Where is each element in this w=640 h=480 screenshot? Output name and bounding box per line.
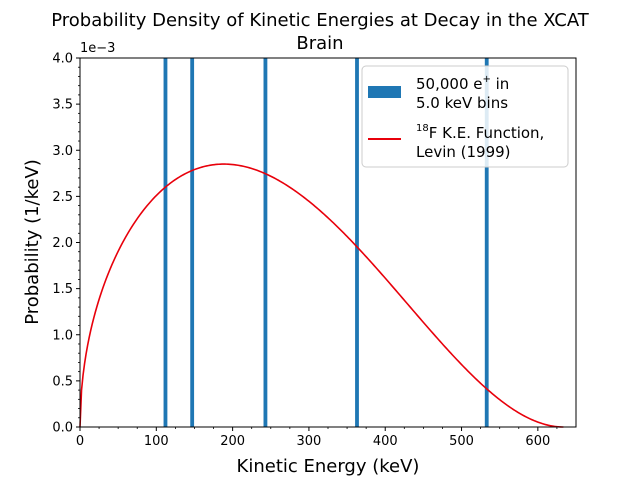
y-tick-label: 4.0 [52, 52, 73, 67]
x-axis-ticks: 0 100 200 300 400 500 600 [76, 427, 558, 449]
y-tick-label: 2.0 [52, 236, 73, 251]
bar-4 [484, 58, 489, 427]
chart-title-line1: Probability Density of Kinetic Energies … [51, 10, 590, 31]
y-tick-label: 1.0 [52, 328, 73, 343]
x-axis-label: Kinetic Energy (keV) [237, 456, 420, 477]
legend-box [361, 65, 569, 168]
legend-bar-label-line2: 5.0 keV bins [416, 94, 508, 112]
bar-3 [355, 58, 359, 427]
x-tick-label: 100 [144, 434, 169, 449]
ke-function-line [79, 163, 564, 428]
y-tick-label: 3.5 [52, 98, 73, 113]
y-tick-label: 2.5 [52, 190, 73, 205]
y-tick-label: 1.5 [52, 282, 73, 297]
y-tick-label: 3.0 [52, 144, 73, 159]
y-offset-text: 1e−3 [80, 41, 115, 56]
legend-line-label-line2: Levin (1999) [416, 143, 511, 161]
bar-1 [190, 58, 195, 427]
y-axis-label: Probability (1/keV) [22, 159, 43, 325]
x-tick-label: 400 [373, 434, 398, 449]
line-series [79, 163, 564, 428]
bar-2 [263, 58, 268, 427]
legend-line-label-line1: 18F K.E. Function, [416, 123, 544, 142]
legend: 50,000 e+ in 5.0 keV bins 18F K.E. Funct… [361, 65, 569, 168]
y-tick-label: 0.0 [52, 421, 73, 436]
chart-title-line2: Brain [296, 33, 343, 54]
bar-series [163, 58, 489, 427]
bar-0 [163, 58, 168, 427]
y-tick-label: 0.5 [52, 374, 73, 389]
x-tick-label: 0 [76, 434, 84, 449]
x-tick-label: 300 [297, 434, 322, 449]
x-tick-label: 600 [525, 434, 550, 449]
y-axis-ticks: 0.0 0.5 1.0 1.5 2.0 2.5 3.0 3.5 4.0 [52, 52, 80, 436]
legend-bar-label-line1: 50,000 e+ in [416, 74, 509, 93]
x-tick-label: 500 [449, 434, 474, 449]
x-tick-label: 200 [220, 434, 245, 449]
legend-bar-swatch [368, 86, 401, 98]
